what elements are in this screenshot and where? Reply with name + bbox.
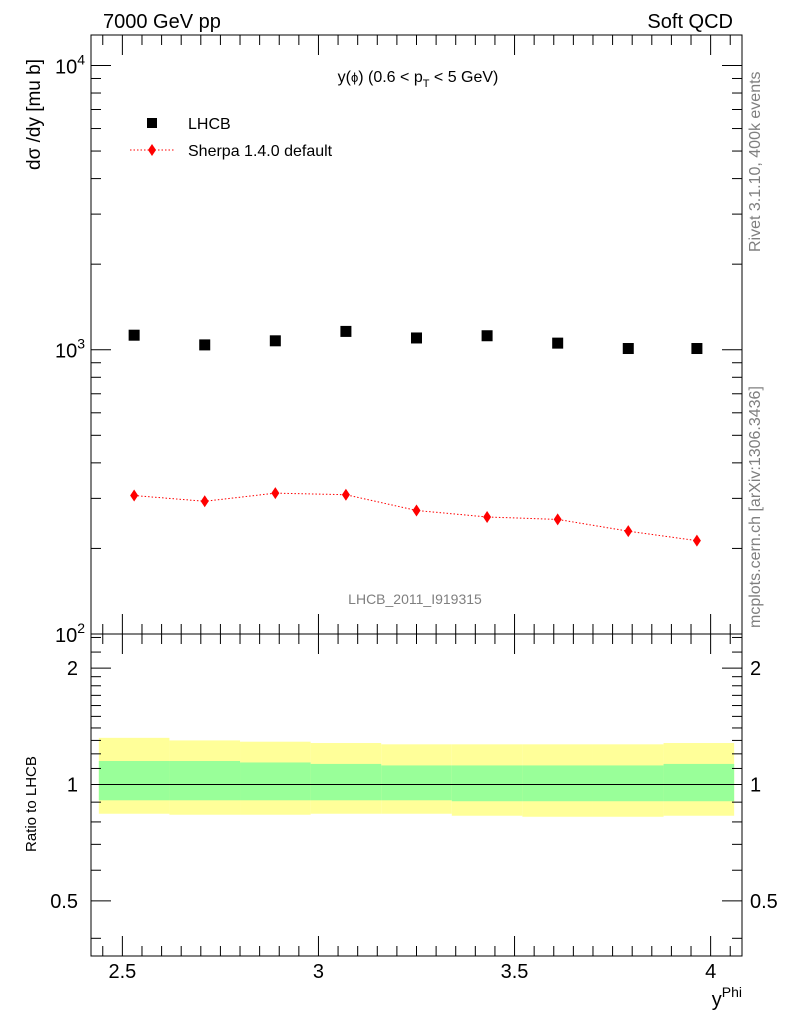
ratio-band-stat [169,760,241,801]
x-tick-label: 4 [705,961,716,983]
lhcb-point [552,337,564,349]
lhcb-point [340,325,352,337]
ratio-band-stat [98,760,170,801]
ratio-y-tick-label-left: 1 [67,774,78,796]
ratio-band-stat [310,763,382,801]
lhcb-point [622,343,634,355]
lhcb-point [411,332,422,344]
category-label: Soft QCD [647,11,733,33]
sherpa-point [341,488,350,501]
ratio-y-tick-label-right: 0.5 [750,891,778,913]
sherpa-point [412,504,421,517]
x-tick-label: 3 [313,961,324,983]
lhcb-point [128,329,140,341]
sherpa-point [271,487,280,500]
legend: LHCB Sherpa 1.4.0 default [130,116,333,160]
lhcb-point [481,330,493,342]
main-series [128,325,703,547]
rivet-label: Rivet 3.1.10, 400k events [747,71,764,252]
ratio-y-axis-label: Ratio to LHCB [23,756,40,852]
ratio-band-stat [240,762,311,801]
main-y-tick-label: 103 [55,336,85,363]
ratio-band-stat [451,765,523,802]
ratio-band-stat [592,765,664,802]
main-y-axis-label: dσ /dy [mu b] [24,59,45,170]
lhcb-point [691,343,703,355]
ratio-bands [98,737,735,817]
ratio-band-stat [522,765,593,802]
legend-lhcb-label: LHCB [188,116,231,133]
sherpa-point [200,495,209,508]
ratio-band-stat [381,765,452,801]
ratio-axis-ticks: 0.5 0.5 1 1 2 2 2.5 3 3.5 4 [50,634,778,983]
ratio-panel: 0.5 0.5 1 1 2 2 2.5 3 3.5 4 Ratio to LHCB yPhi [23,633,778,1011]
main-axis-ticks: 102 103 104 [55,35,742,647]
x-tick-label: 3.5 [501,961,529,983]
legend-lhcb-marker [147,118,157,128]
ratio-y-tick-label-right: 2 [750,658,761,680]
main-y-tick-label: 102 [55,620,85,647]
sherpa-line [134,492,697,542]
ratio-y-tick-label-left: 0.5 [50,891,78,913]
plot-title: y(ϕ) (0.6 < pT < 5 GeV) [338,69,499,90]
sherpa-point [130,489,139,502]
lhcb-point [269,335,281,347]
sherpa-point [624,525,633,538]
legend-sherpa-marker [148,144,156,156]
main-y-tick-label: 104 [55,51,85,78]
ratio-y-tick-label-left: 2 [67,658,78,680]
analysis-tag: LHCB_2011_I919315 [348,591,482,607]
x-axis-label: yPhi [712,984,742,1011]
main-panel: dσ /dy [mu b] y(ϕ) (0.6 < pT < 5 GeV) 10… [24,34,743,647]
sherpa-point [483,510,492,523]
ratio-y-tick-label-right: 1 [750,774,761,796]
energy-label: 7000 GeV pp [103,11,221,33]
sherpa-point [553,513,562,526]
legend-sherpa-label: Sherpa 1.4.0 default [188,143,333,160]
lhcb-point [199,339,211,351]
ratio-frame [90,633,743,957]
sherpa-point [692,534,701,547]
ratio-band-stat [663,763,735,802]
x-tick-label: 2.5 [108,961,136,983]
mcplots-label: mcplots.cern.ch [arXiv:1306.3436] [747,386,764,628]
